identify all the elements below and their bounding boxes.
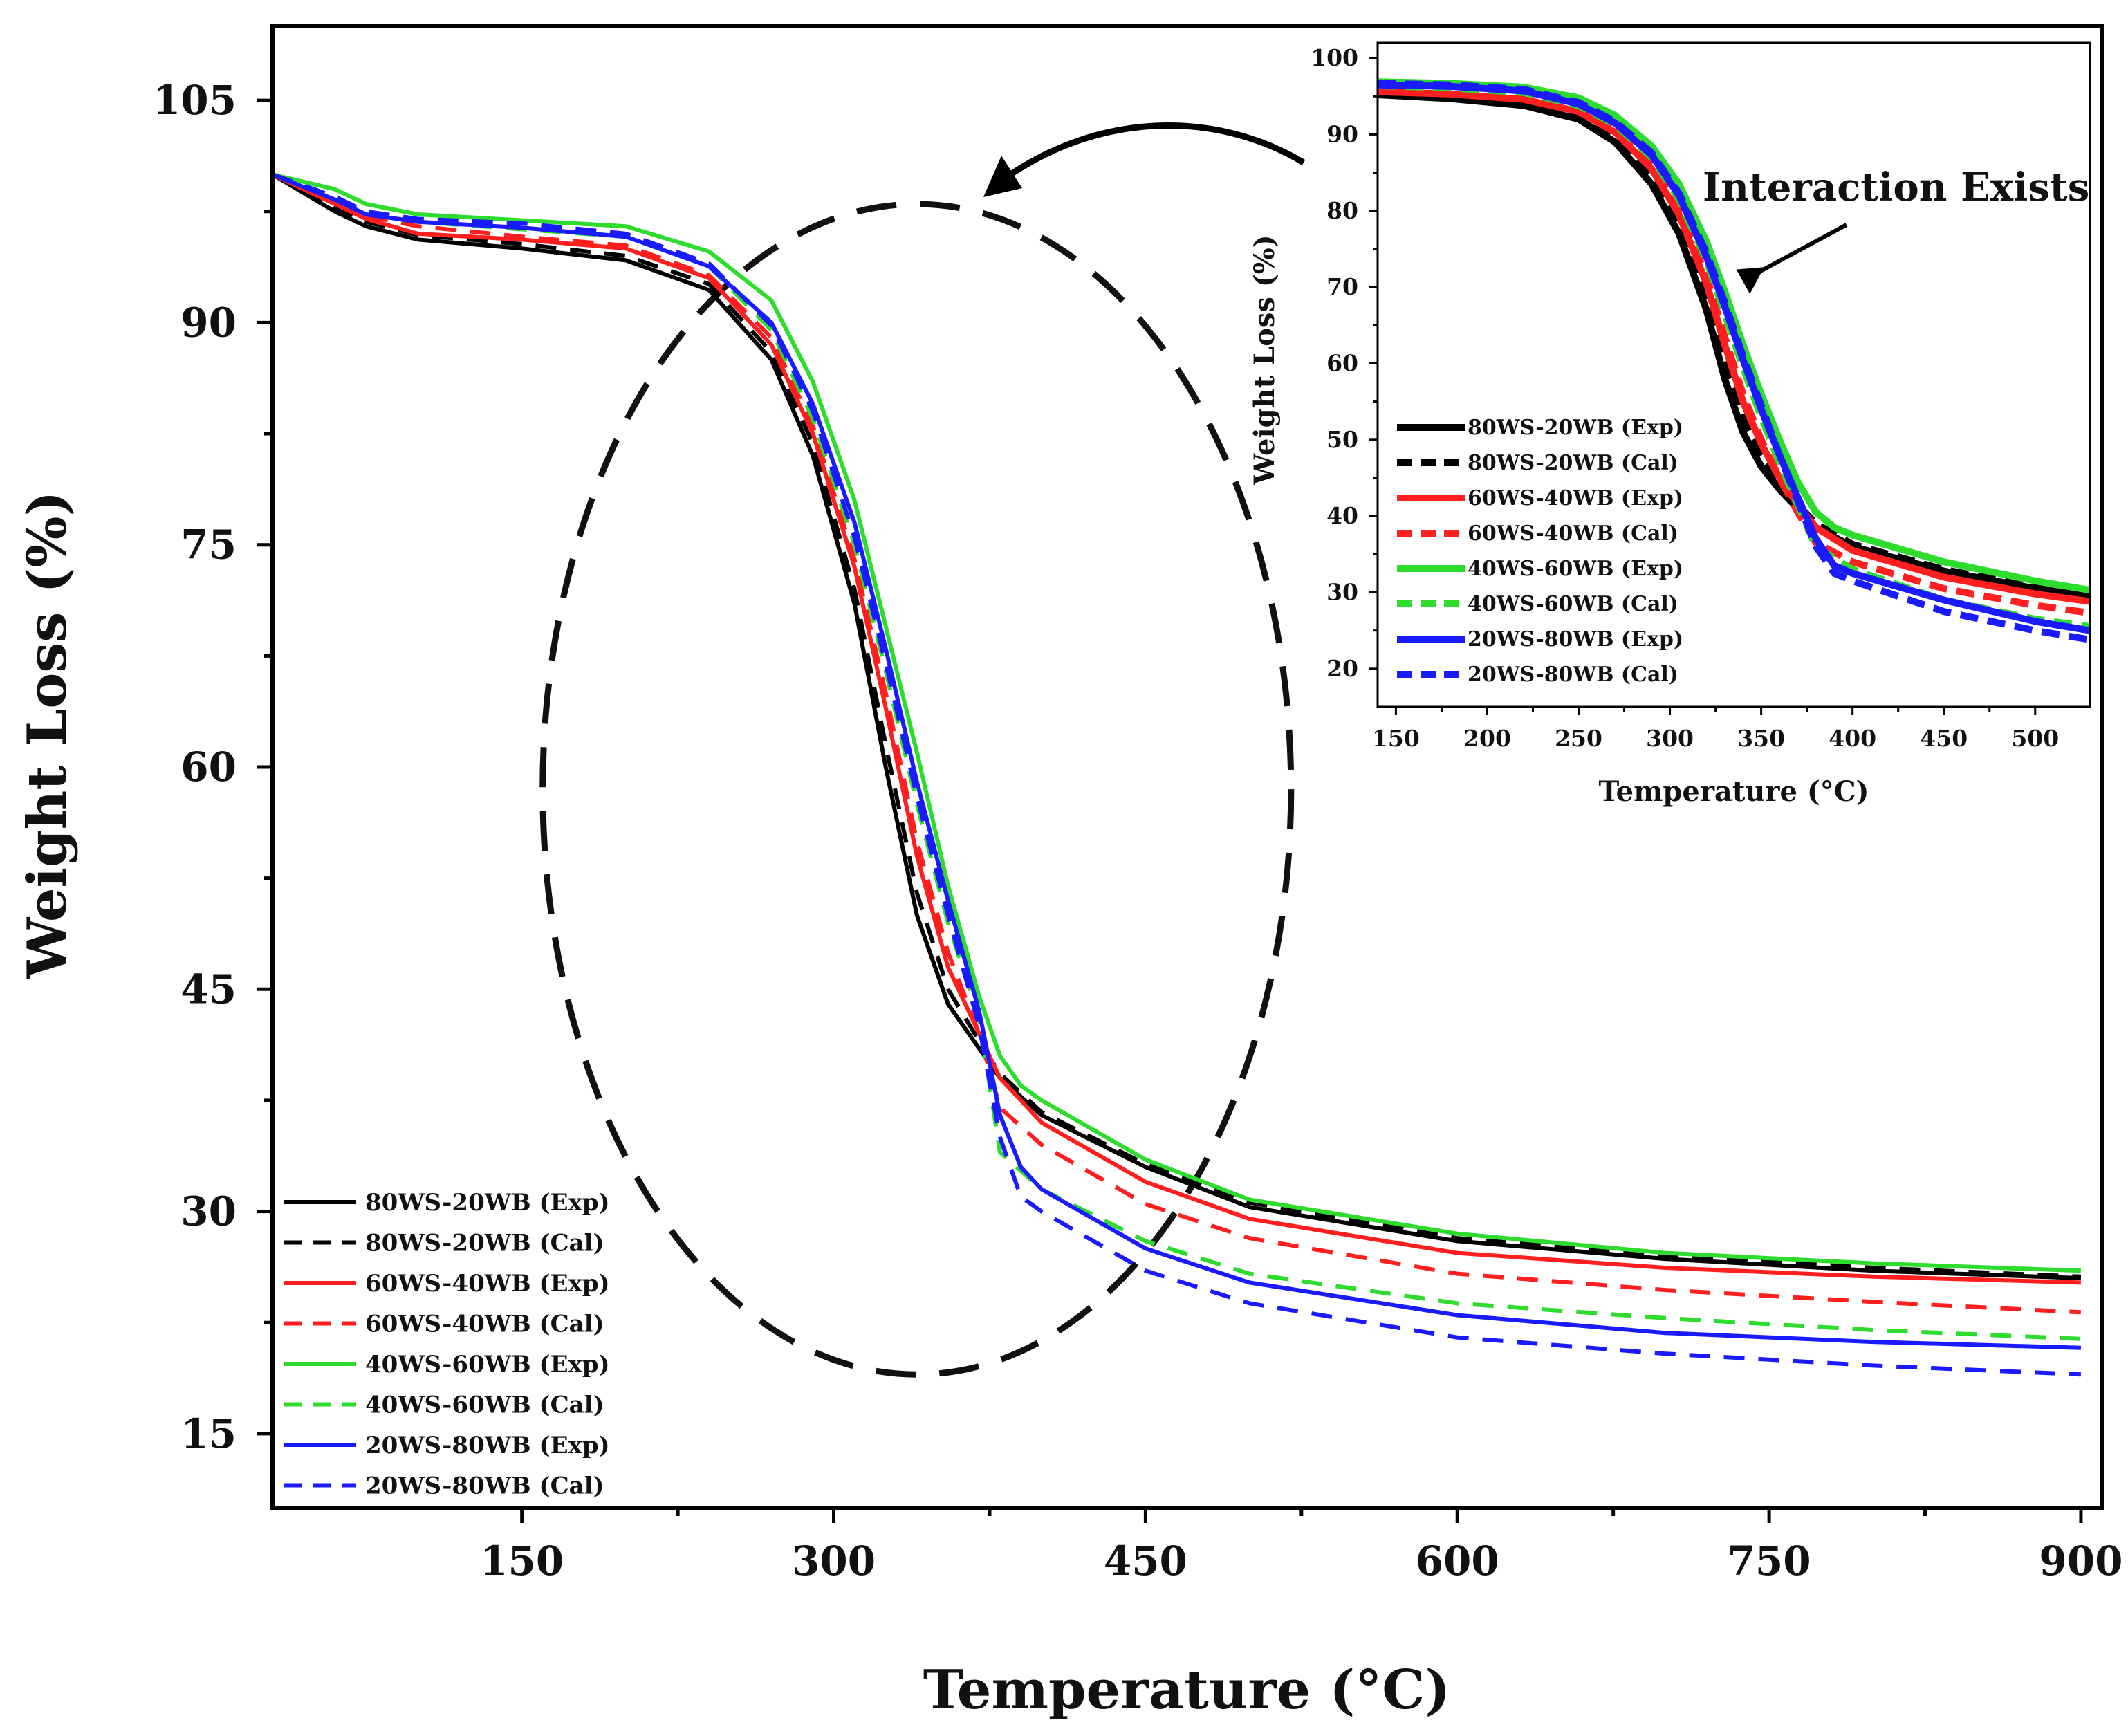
inset-legend-label: 20WS-80WB (Cal): [1468, 663, 1678, 687]
main-y-tick-label: 105: [153, 77, 237, 124]
main-x-tick-label: 300: [792, 1538, 876, 1585]
main-legend: 80WS-20WB (Exp) 80WS-20WB (Cal) 60WS-40WB …: [284, 1189, 610, 1500]
inset-y-tick-label: 70: [1326, 273, 1358, 300]
inset-x-tick-label: 400: [1829, 725, 1876, 752]
main-y-tick-label: 75: [181, 521, 237, 569]
inset-y-tick-label: 50: [1326, 426, 1358, 453]
main-y-tick-label: 45: [181, 966, 237, 1013]
main-x-tick-label: 900: [2039, 1538, 2122, 1585]
main-series-60ws-40wb-cal: [272, 172, 2082, 1315]
inset-legend-label: 80WS-20WB (Exp): [1468, 416, 1683, 440]
annotation-ellipse: [539, 201, 1295, 1378]
inset-x-tick-label: 150: [1372, 725, 1420, 752]
curved-arrow-head-icon: [983, 156, 1022, 197]
inset-y-tick-label: 30: [1326, 578, 1358, 605]
inset-x-tick-label: 200: [1463, 725, 1511, 752]
main-legend-label: 40WS-60WB (Exp): [365, 1351, 610, 1378]
inset-series-layer: [1378, 78, 2090, 643]
inset-x-tick-label: 350: [1737, 725, 1785, 752]
main-x-axis-title: Temperature (°C): [923, 1659, 1451, 1721]
inset-y-axis-title: Weight Loss (%): [1248, 234, 1281, 485]
inset-legend-label: 40WS-60WB (Cal): [1468, 592, 1678, 616]
inset-y-tick-label: 90: [1326, 120, 1358, 147]
main-legend-label: 80WS-20WB (Cal): [365, 1230, 604, 1257]
inset-legend: 80WS-20WB (Exp) 80WS-20WB (Cal) 60WS-40WB …: [1397, 416, 1683, 687]
inset-series-80ws-20wb-cal: [1378, 89, 2090, 598]
main-series-20ws-80wb-cal: [272, 172, 2082, 1377]
inset-chart: 150 200 250 300 350 400 450 500 20 30 40 50 60 70 80 90…: [1248, 29, 2097, 808]
inset-y-tick-label: 80: [1326, 197, 1358, 224]
inset-legend-label: 80WS-20WB (Cal): [1468, 451, 1678, 475]
main-legend-label: 20WS-80WB (Cal): [365, 1472, 604, 1500]
main-chart: 150 300 450 600 750 900 15 30 45 60 75 90 105 Temper…: [16, 24, 2123, 1721]
annotation-ellipse-layer: [539, 201, 1295, 1378]
main-x-tick-label: 450: [1104, 1538, 1187, 1585]
inset-legend-label: 60WS-40WB (Exp): [1468, 486, 1683, 510]
main-series-60ws-40wb-exp: [272, 172, 2081, 1285]
main-series-80ws-20wb-exp: [272, 172, 2082, 1280]
main-x-tick-label: 600: [1416, 1538, 1499, 1585]
main-legend-label: 60WS-40WB (Exp): [365, 1270, 610, 1298]
inset-legend-label: 40WS-60WB (Exp): [1468, 557, 1683, 581]
main-legend-label: 40WS-60WB (Cal): [365, 1392, 604, 1419]
inset-legend-label: 20WS-80WB (Exp): [1468, 627, 1683, 652]
inset-ticks-layer: 150 200 250 300 350 400 450 500 20 30 40 50 60 70 80 90…: [1311, 44, 2059, 752]
main-x-tick-label: 150: [480, 1538, 564, 1585]
inset-y-tick-label: 60: [1326, 349, 1358, 376]
main-x-tick-label: 750: [1728, 1538, 1811, 1585]
inset-x-tick-label: 500: [2011, 725, 2059, 752]
inset-y-tick-label: 100: [1311, 44, 1358, 71]
main-series-layer: [272, 172, 2082, 1377]
annotation-arrow-head-icon: [1736, 267, 1764, 295]
inset-series-60ws-40wb-cal: [1378, 86, 2090, 617]
inset-x-tick-label: 300: [1646, 725, 1694, 752]
main-y-tick-label: 60: [181, 744, 237, 791]
inset-x-tick-label: 250: [1555, 725, 1602, 752]
main-series-20ws-80wb-exp: [272, 172, 2081, 1350]
main-legend-label: 60WS-40WB (Cal): [365, 1311, 604, 1338]
main-y-tick-label: 30: [181, 1188, 237, 1235]
inset-series-20ws-80wb-cal: [1378, 80, 2090, 643]
main-legend-label: 80WS-20WB (Exp): [365, 1189, 610, 1217]
annotation-arrow: [1755, 223, 1848, 275]
curved-arrow: [1001, 122, 1306, 183]
main-plot-frame: [270, 24, 2104, 1510]
inset-plot-frame: [1376, 41, 2091, 708]
main-y-axis-title: Weight Loss (%): [16, 491, 79, 979]
inset-legend-label: 60WS-40WB (Cal): [1468, 521, 1678, 546]
inset-y-tick-label: 40: [1326, 502, 1358, 529]
inset-background: [1315, 29, 2097, 769]
inset-series-40ws-60wb-exp: [1378, 78, 2090, 594]
main-ticks-layer: 150 300 450 600 750 900 15 30 45 60 75 90 105: [153, 77, 2123, 1585]
inset-series-60ws-40wb-exp: [1378, 88, 2090, 605]
inset-x-axis-title: Temperature (°C): [1598, 775, 1869, 808]
main-y-tick-label: 15: [181, 1410, 237, 1457]
interaction-annotation: Interaction Exists: [1703, 165, 2089, 210]
main-series-40ws-60wb-exp: [272, 172, 2082, 1273]
main-series-80ws-20wb-cal: [272, 172, 2082, 1279]
main-legend-label: 20WS-80WB (Exp): [365, 1432, 610, 1459]
inset-y-tick-label: 20: [1326, 655, 1358, 682]
inset-x-tick-label: 450: [1920, 725, 1968, 752]
main-y-tick-label: 90: [181, 299, 237, 346]
